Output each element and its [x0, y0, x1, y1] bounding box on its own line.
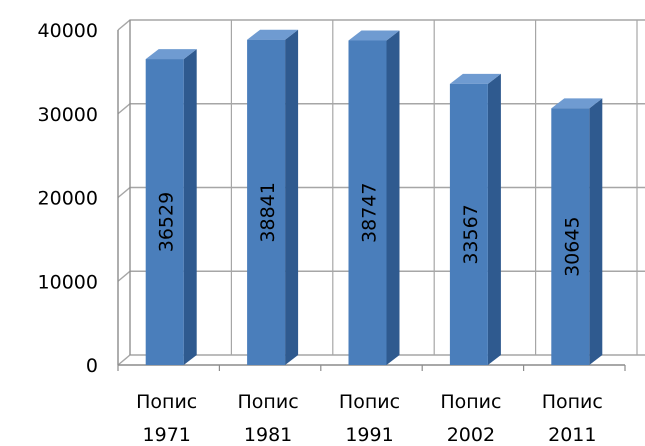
bar-side-face [589, 98, 603, 366]
bar-front-face [247, 39, 286, 365]
x-tick-label: 1971 [143, 424, 191, 446]
y-tick-label: 0 [86, 355, 98, 377]
value-axis: 0 10000 20000 30000 40000 [38, 20, 626, 377]
bar-top-face [145, 49, 197, 60]
data-label: 38841 [257, 182, 279, 242]
chart-bars [145, 29, 603, 366]
data-label: 30645 [561, 216, 583, 276]
gridline [117, 19, 645, 31]
bar [449, 73, 501, 365]
bar [247, 29, 299, 365]
y-tick-label: 10000 [38, 271, 98, 293]
data-label: 33567 [460, 204, 482, 264]
y-tick-label: 40000 [38, 20, 98, 42]
bar-side-face [285, 29, 299, 365]
bar [348, 30, 400, 366]
bar [145, 49, 197, 365]
bar-front-face [348, 40, 387, 366]
bar-side-face [386, 30, 400, 366]
bar-side-face [183, 49, 197, 365]
bar-top-face [348, 30, 400, 41]
y-tick-label: 30000 [38, 104, 98, 126]
bar-side-face [487, 73, 501, 365]
bar-top-face [551, 98, 603, 109]
x-tick-label: 1981 [244, 424, 292, 446]
bar-front-face [145, 59, 184, 365]
bar-top-face [449, 73, 501, 84]
bar-front-face [551, 108, 590, 366]
x-tick-label: 2002 [447, 424, 495, 446]
x-tick-label: Попис [339, 391, 400, 413]
x-tick-label: Попис [542, 391, 603, 413]
y-tick-label: 20000 [38, 188, 98, 210]
data-label: 38747 [359, 183, 381, 243]
bar-front-face [449, 83, 488, 365]
category-axis: Попис 1971 Попис 1981 Попис 1991 Попис 2002 Попи… [136, 391, 603, 446]
x-tick-label: 2011 [548, 424, 596, 446]
bar [551, 98, 603, 366]
x-tick-label: Попис [136, 391, 197, 413]
x-tick-label: Попис [440, 391, 501, 413]
bar-top-face [247, 29, 299, 40]
data-label: 36529 [156, 192, 178, 252]
x-tick-label: Попис [238, 391, 299, 413]
x-tick-label: 1991 [345, 424, 393, 446]
data-labels: 36529 38841 38747 33567 30645 [156, 182, 584, 277]
